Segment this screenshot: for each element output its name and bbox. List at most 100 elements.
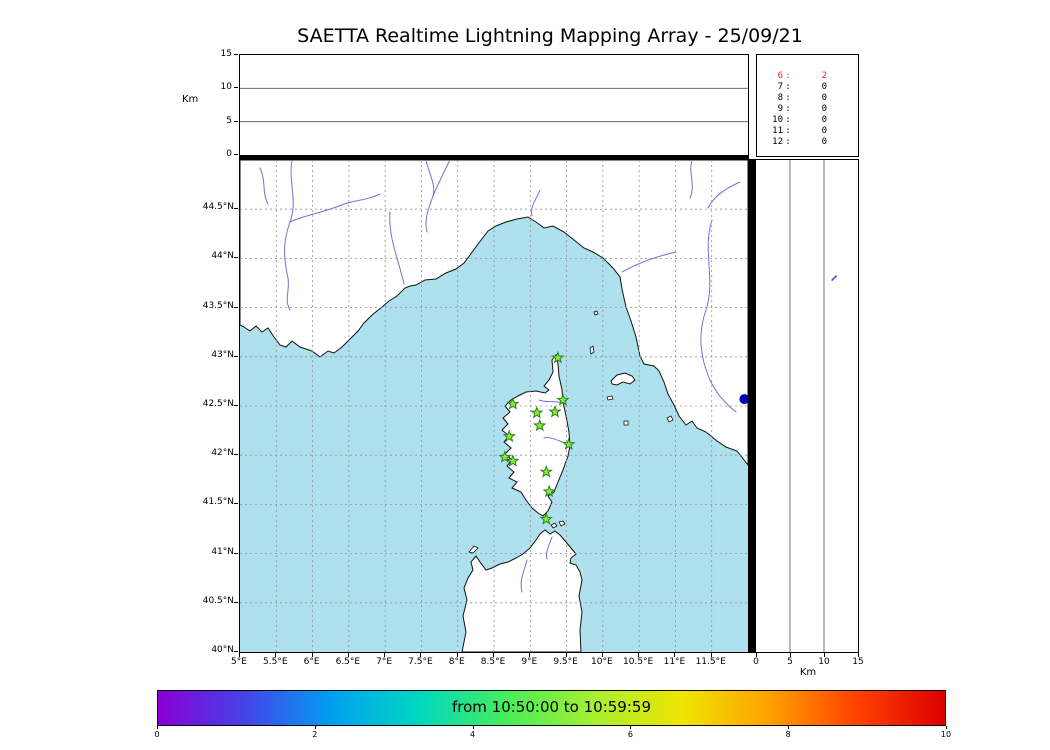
station-star-marker [556,393,570,406]
minute-count-row: 9:0 [777,104,827,114]
lat-tick [234,601,238,603]
colorbar-tick-label: 8 [785,730,791,739]
minute-count-row: 6:2 [777,71,827,81]
corsica [501,353,571,517]
lon-tick [239,653,240,657]
station-star-marker [539,464,553,478]
station-star-marker [506,397,520,410]
geographic-map [240,160,748,652]
elba-island [610,372,636,386]
minute-count-row: 12:0 [772,137,827,147]
lon-tick [420,653,422,657]
lightning-event-dot [739,394,748,405]
lon-tick-label: 6.5°E [335,657,361,667]
lon-tick [710,653,712,657]
lat-tick-label: 42°N [211,448,234,459]
lon-tick-label: 6°E [303,657,320,667]
map-panel [239,159,752,653]
lat-tick-label: 41°N [211,546,234,557]
station-star-marker [502,429,516,443]
altitude-axis-label: Km [182,94,199,105]
minute-count-row: 10:0 [772,115,827,125]
lon-tick-label: 5.5°E [263,657,288,667]
altitude-vs-latitude-panel [752,159,859,653]
altitude-tick-label: 0 [753,657,759,667]
minute-counts-list: 6:2 7:0 8:0 9:0 10:0 11:0 12:0 [767,71,858,148]
altitude-tick [234,54,238,55]
lat-tick [234,454,238,456]
lon-tick-label: 5°E [231,657,247,667]
mainland-coastline [240,160,748,466]
altitude-tick [234,87,238,89]
altitude-tick-label: 10 [220,82,232,93]
lat-tick [234,552,238,554]
lat-tick [234,306,238,308]
altitude-vs-longitude-panel [239,54,749,159]
lon-tick [456,653,458,657]
colorbar-tick-label: 6 [627,730,633,739]
lon-tick [275,653,277,657]
minute-count-row: 7:0 [777,82,827,92]
lon-tick-label: 10°E [591,657,613,667]
station-star-marker [498,450,512,463]
colorbar-tick [472,726,474,729]
lon-tick [311,653,313,657]
altitude-tick [756,653,757,657]
station-star-marker [539,512,553,525]
small-islands [468,310,674,554]
altitude-latitude-plot [789,160,838,652]
rivers [259,160,741,593]
lon-tick [601,653,603,657]
lon-tick [384,653,386,657]
lon-tick-label: 7°E [376,657,393,667]
colorbar-tick [157,726,158,729]
lightning-altitude-mark [831,275,838,282]
lon-tick [493,653,494,657]
lat-tick [234,355,238,357]
altitude-tick-label: 5 [787,657,793,667]
lat-tick-label: 40.5°N [202,595,234,606]
station-star-marker [562,437,576,450]
station-star-marker [542,484,556,498]
lon-tick [529,653,531,657]
station-star-marker [548,404,562,418]
time-colorbar: from 10:50:00 to 10:59:59 [157,690,946,726]
altitude-tick-label: 10 [818,657,830,667]
altitude-tick [234,120,238,122]
time-range-label: from 10:50:00 to 10:59:59 [451,698,651,716]
lon-tick-label: 10.5°E [623,657,654,667]
station-star-marker [533,418,547,432]
altitude-tick-label: 0 [226,149,232,159]
lon-tick [674,653,676,657]
lon-tick-label: 8.5°E [480,657,506,667]
colorbar-tick-label: 10 [940,730,952,739]
altitude-axis-label: Km [799,667,817,678]
station-star-marker [551,350,565,364]
altitude-tick [858,653,859,657]
lon-tick [638,653,640,657]
lat-tick-label: 41.5°N [202,497,234,508]
lat-tick-label: 43.5°N [202,300,234,311]
colorbar-tick [314,726,316,729]
minute-count-row: 8:0 [777,93,827,103]
lon-tick-label: 9.5°E [553,657,578,667]
colorbar-tick-label: 2 [312,730,318,739]
lon-tick-label: 11.5°E [695,657,726,667]
lat-tick [234,208,238,210]
lat-tick-label: 44.5°N [202,202,234,213]
minute-count-row: 11:0 [772,126,827,136]
colorbar-tick [630,726,632,729]
altitude-tick [790,653,791,657]
altitude-longitude-plot [240,87,748,123]
lat-tick [234,651,238,652]
lon-tick-label: 7.5°E [408,657,433,667]
figure-title: SAETTA Realtime Lightning Mapping Array … [297,25,803,47]
lat-tick [234,257,238,259]
altitude-tick-label: 5 [226,115,232,126]
lat-tick-label: 42.5°N [202,399,234,409]
colorbar-tick-label: 4 [470,730,476,739]
lon-tick-label: 8°E [448,657,465,667]
lon-tick [347,653,349,657]
altitude-tick-label: 15 [220,49,232,59]
